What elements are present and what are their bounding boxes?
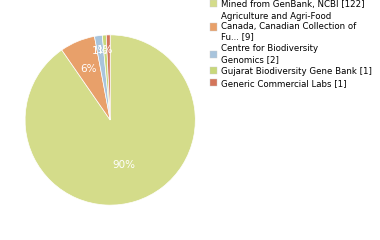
Text: 1%: 1% xyxy=(92,46,109,56)
Wedge shape xyxy=(102,35,110,120)
Wedge shape xyxy=(106,35,110,120)
Wedge shape xyxy=(25,35,195,205)
Legend: Mined from GenBank, NCBI [122], Agriculture and Agri-Food
Canada, Canadian Colle: Mined from GenBank, NCBI [122], Agricult… xyxy=(209,0,372,88)
Text: 6%: 6% xyxy=(81,64,97,74)
Wedge shape xyxy=(62,36,110,120)
Text: 1%: 1% xyxy=(97,45,114,55)
Wedge shape xyxy=(95,35,110,120)
Text: 90%: 90% xyxy=(112,160,136,170)
